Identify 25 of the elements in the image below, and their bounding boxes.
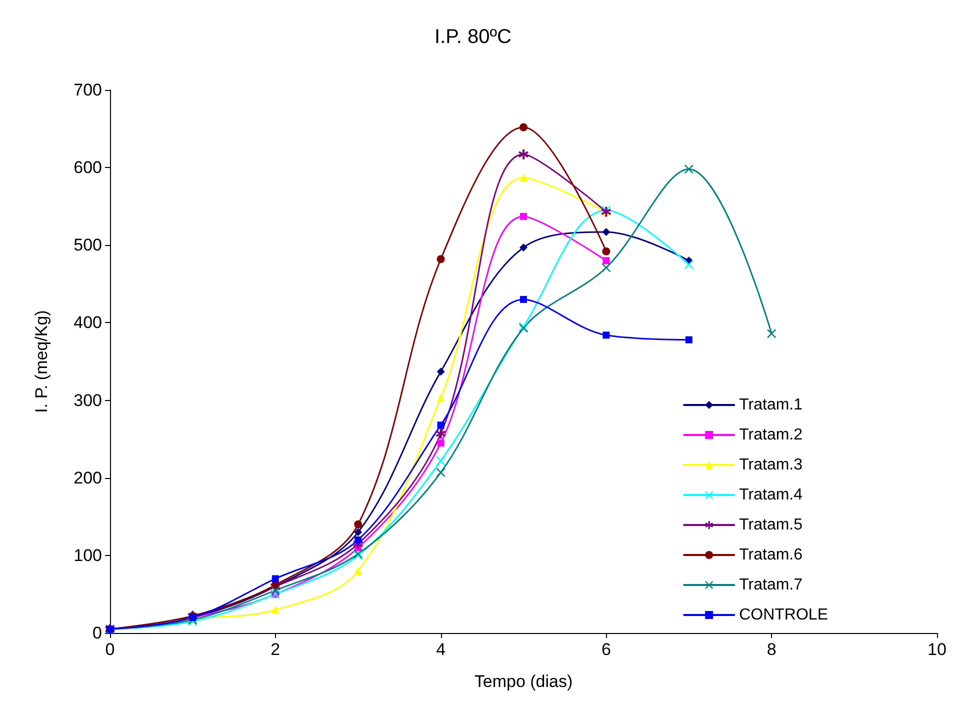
legend-label: Tratam.1	[739, 396, 803, 414]
y-tick-label: 100	[74, 546, 102, 565]
x-tick-label: 10	[928, 640, 946, 659]
x-tick-label: 0	[105, 640, 115, 659]
legend-label: Tratam.7	[739, 576, 803, 594]
x-tick-label: 6	[601, 640, 611, 659]
legend-label: Tratam.4	[739, 486, 803, 504]
y-tick-label: 700	[74, 80, 102, 100]
x-tick-label: 4	[436, 640, 446, 659]
y-tick-label: 0	[92, 624, 102, 642]
x-axis-title: Tempo (dias)	[474, 672, 573, 691]
legend-label: CONTROLE	[739, 606, 828, 624]
chart-title: I.P. 80ºC	[434, 26, 512, 48]
legend-label: Tratam.6	[739, 546, 803, 564]
y-tick-label: 300	[74, 390, 102, 410]
legend-label: Tratam.2	[739, 426, 803, 444]
x-tick-label: 8	[766, 640, 776, 659]
y-axis-title: I. P. (meq/Kg)	[32, 310, 51, 413]
x-tick-label: 2	[270, 640, 280, 659]
legend-label: Tratam.5	[739, 516, 803, 534]
legend-label: Tratam.3	[739, 456, 803, 474]
y-tick-label: 500	[74, 236, 102, 255]
y-tick-label: 400	[74, 313, 102, 332]
y-tick-label: 200	[74, 468, 102, 488]
y-tick-label: 600	[74, 158, 102, 178]
